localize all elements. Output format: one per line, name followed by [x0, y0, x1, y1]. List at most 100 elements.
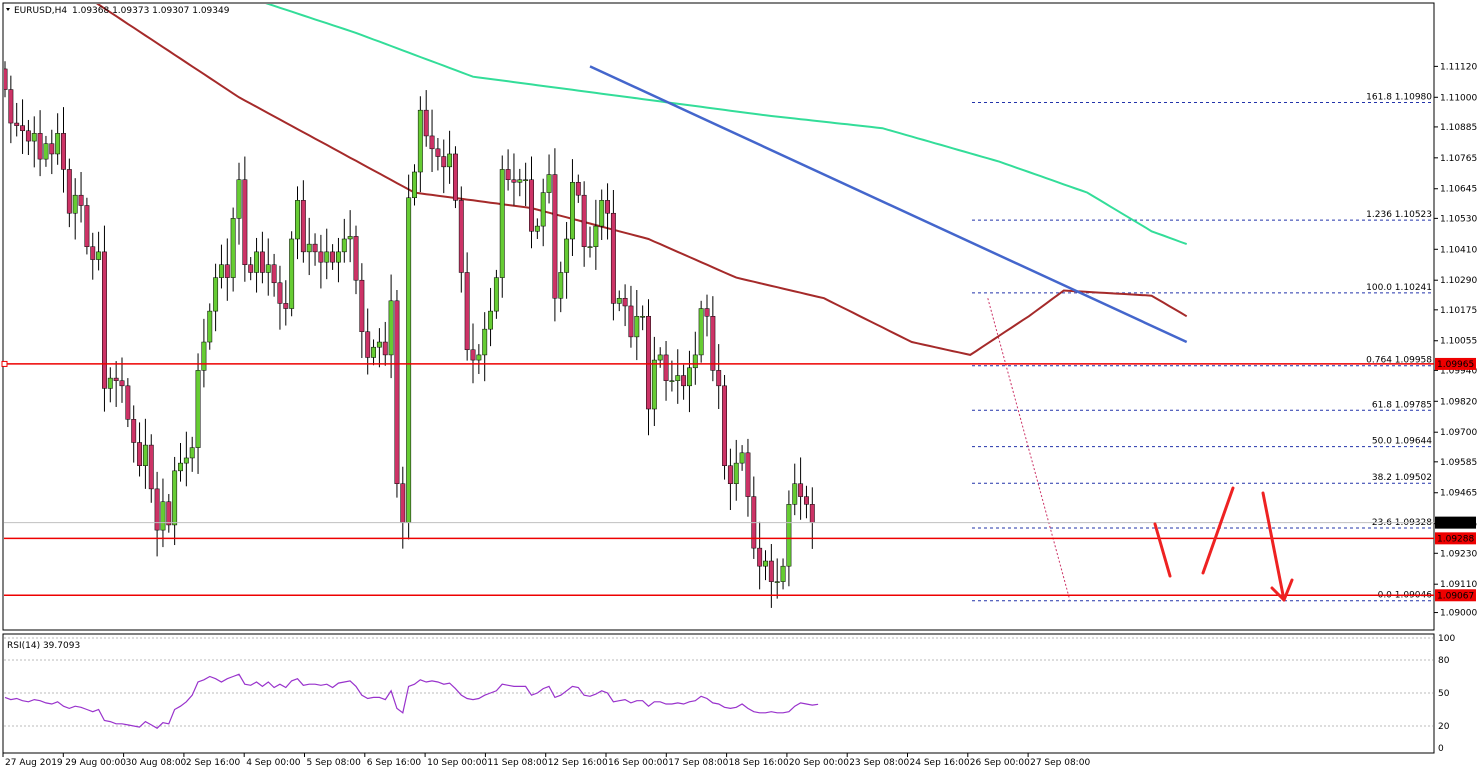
candle-bull [564, 238, 570, 273]
price-tick-label: 1.10410 [1440, 245, 1477, 255]
candle-bear [704, 308, 710, 317]
candle-bear [511, 179, 517, 183]
candle-bull [616, 297, 622, 304]
candle-bear [804, 496, 809, 505]
time-tick-label: 10 Sep 00:00 [427, 758, 487, 768]
candle-bear [470, 349, 476, 361]
price-tick-label: 1.09700 [1440, 428, 1477, 438]
rsi-tick-label: 20 [1438, 722, 1450, 732]
candle-bull [341, 238, 347, 253]
candle-bull [786, 504, 792, 567]
candle-bull [265, 264, 271, 273]
candle-bull [189, 447, 195, 459]
candle-bull [687, 367, 692, 387]
candle-bull [347, 236, 353, 240]
candle-bull [651, 359, 657, 410]
candle-bear [148, 444, 154, 490]
candle-bull [698, 308, 704, 356]
price-tick-label: 1.09230 [1440, 549, 1477, 559]
candle-bull [160, 501, 166, 531]
support-resistance-lines [1, 360, 1434, 597]
candle-bear [154, 488, 160, 531]
rsi-tick-label: 50 [1438, 689, 1450, 699]
time-tick-label: 17 Sep 08:00 [668, 758, 728, 768]
candles [4, 61, 815, 608]
candle-bear [628, 305, 634, 338]
candle-bull [295, 200, 300, 240]
ma-green-line [265, 4, 1188, 246]
time-tick-label: 6 Sep 16:00 [367, 758, 422, 768]
main-chart-frame [2, 2, 1435, 631]
candle-bull [657, 354, 663, 361]
candle-bear [605, 200, 610, 214]
candle-bull [546, 174, 552, 193]
trendline-group [589, 65, 1188, 344]
candle-bull [792, 483, 798, 505]
candle-bull [388, 300, 394, 356]
candle-bear [453, 153, 458, 201]
candle-bear [365, 331, 371, 358]
candle-bull [43, 143, 49, 160]
candle-bear [353, 236, 359, 281]
candle-bull [493, 277, 499, 312]
candle-bull [570, 182, 575, 240]
candle-bear [710, 316, 716, 371]
rsi-tick-label: 0 [1438, 744, 1444, 754]
candle-bear [681, 375, 687, 387]
candle-bull [254, 251, 260, 273]
candle-bull [306, 243, 312, 253]
price-tick-label: 1.11120 [1440, 62, 1477, 72]
dropdown-triangle-icon[interactable] [6, 8, 10, 11]
time-tick-label: 27 Aug 2019 [5, 758, 63, 768]
line-anchor-marker[interactable] [1, 360, 8, 367]
price-tick-label: 1.09585 [1440, 458, 1477, 468]
candle-bear [61, 133, 66, 170]
time-tick-label: 2 Sep 16:00 [186, 758, 241, 768]
candle-bull [640, 316, 646, 318]
price-tick-label: 1.10765 [1440, 154, 1477, 164]
candle-bear [768, 560, 774, 582]
candle-bear [20, 125, 26, 132]
time-axis: 27 Aug 2019 29 Aug 00:00 30 Aug 08:00 2 Sep… [2, 753, 1090, 768]
candle-bull [540, 192, 546, 227]
candle-bear [283, 303, 289, 309]
price-tick-label: 1.09820 [1440, 397, 1477, 407]
candle-bear [37, 133, 43, 160]
price-tick-label: 1.10175 [1440, 306, 1477, 316]
candle-bear [102, 251, 107, 389]
arrowhead-left [1270, 586, 1286, 602]
candle-bear [429, 135, 435, 150]
time-tick-label: 5 Sep 08:00 [307, 758, 362, 768]
candle-bear [166, 501, 172, 526]
projection-leg-final [1261, 491, 1286, 602]
candle-bull [523, 179, 529, 181]
candle-bear [441, 156, 447, 168]
candle-bear [224, 264, 230, 278]
rsi-line [4, 673, 819, 729]
candle-bull [763, 560, 768, 567]
candle-bear [66, 169, 72, 214]
fib-level-label: 0.764 1.09958 [1366, 356, 1432, 366]
rsi-tick-label: 100 [1438, 634, 1455, 644]
horizontal-level-tag [1435, 532, 1476, 545]
fib-level-label: 161.8 1.10980 [1366, 92, 1432, 102]
candle-bull [692, 354, 698, 369]
candle-bull [172, 470, 178, 526]
candle-bull [55, 133, 61, 155]
candle-bull [31, 133, 37, 142]
price-tick-label: 1.10885 [1440, 123, 1477, 133]
candle-bear [119, 380, 125, 387]
candle-bull [107, 377, 113, 389]
candle-bear [552, 174, 558, 299]
candle-bull [412, 171, 417, 199]
candle-bear [809, 504, 815, 523]
candle-bear [8, 89, 14, 124]
rsi-label: RSI(14) 39.7093 [7, 641, 80, 651]
fib-level-label: 61.8 1.09785 [1372, 400, 1432, 410]
candle-bull [534, 225, 540, 232]
candle-bear [575, 182, 581, 196]
price-tick-label: 1.10055 [1440, 337, 1477, 347]
horizontal-level-tag [1435, 589, 1476, 602]
candle-bull [417, 109, 423, 173]
